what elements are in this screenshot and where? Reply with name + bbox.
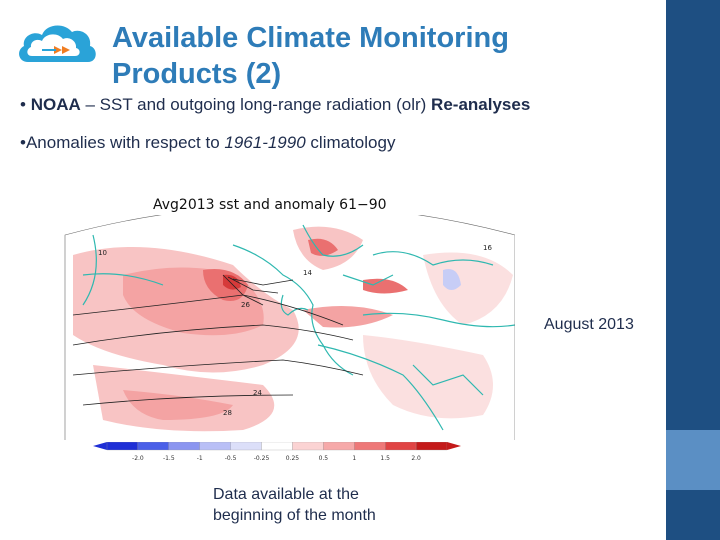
bullet-pre: Anomalies with respect to bbox=[25, 133, 225, 152]
sidebar-dark-block bbox=[666, 0, 720, 430]
bullet-marker: • bbox=[20, 95, 26, 114]
colorbar-left-arrow bbox=[93, 442, 107, 450]
colorbar-segment bbox=[385, 442, 417, 451]
bullet-post: climatology bbox=[305, 133, 396, 152]
bullet-anomalies: •Anomalies with respect to 1961-1990 cli… bbox=[20, 133, 395, 153]
colorbar-tick-label: 1.5 bbox=[380, 455, 390, 462]
colorbar-segment bbox=[230, 442, 262, 451]
bullet-emph: Re-analyses bbox=[431, 95, 531, 114]
colorbar-tick-label: 0.5 bbox=[319, 455, 329, 462]
colorbar-segment bbox=[323, 442, 355, 451]
colorbar: -2.0 -1.5 -1 -0.5 -0.25 0.25 0.5 1 1.5 2.0 bbox=[93, 442, 461, 462]
colorbar-tick-label: 1 bbox=[352, 455, 356, 462]
sidebar-light-block bbox=[666, 430, 720, 490]
svg-text:14: 14 bbox=[303, 269, 312, 277]
svg-text:24: 24 bbox=[253, 389, 262, 397]
colorbar-segment bbox=[292, 442, 324, 451]
svg-text:10: 10 bbox=[98, 249, 107, 257]
sidebar-decoration bbox=[666, 0, 720, 540]
cloud-arrow-logo-icon bbox=[14, 16, 104, 72]
availability-caption: Data available at the beginning of the m… bbox=[213, 486, 376, 524]
colorbar-tick-label: 2.0 bbox=[411, 455, 421, 462]
colorbar-tick-label: -1.5 bbox=[163, 455, 175, 462]
colorbar-tick-label: -0.5 bbox=[225, 455, 237, 462]
colorbar-segment bbox=[168, 442, 200, 451]
slide-title: Available Climate Monitoring Products (2… bbox=[112, 22, 509, 90]
colorbar-segment bbox=[137, 442, 169, 451]
colorbar-tick-label: -0.25 bbox=[254, 455, 270, 462]
bullet-text: – SST and outgoing long-range radiation … bbox=[80, 95, 432, 114]
sst-anomaly-map: Avg2013 sst and anomaly 61−90 bbox=[63, 190, 533, 480]
colorbar-tick-label: -1 bbox=[197, 455, 203, 462]
colorbar-tick-label: -2.0 bbox=[132, 455, 144, 462]
colorbar-tick-label: 0.25 bbox=[286, 455, 300, 462]
colorbar-segment bbox=[354, 442, 386, 451]
bullet-noaa: • NOAA – SST and outgoing long-range rad… bbox=[20, 95, 530, 115]
svg-text:28: 28 bbox=[223, 409, 232, 417]
colorbar-right-arrow bbox=[447, 442, 461, 450]
map-image: 26 24 28 14 10 16 bbox=[64, 215, 515, 440]
colorbar-segment bbox=[261, 442, 293, 451]
colorbar-segment bbox=[199, 442, 231, 451]
date-caption: August 2013 bbox=[544, 316, 634, 333]
svg-text:16: 16 bbox=[483, 244, 492, 252]
sidebar-bottom-block bbox=[666, 490, 720, 540]
bullet-org: NOAA bbox=[30, 95, 81, 114]
bullet-marker: • bbox=[20, 133, 26, 152]
svg-text:26: 26 bbox=[241, 301, 250, 309]
map-title: Avg2013 sst and anomaly 61−90 bbox=[153, 197, 387, 213]
bullet-period: 1961-1990 bbox=[224, 133, 306, 152]
colorbar-segment bbox=[415, 442, 448, 451]
colorbar-segment bbox=[106, 442, 139, 451]
